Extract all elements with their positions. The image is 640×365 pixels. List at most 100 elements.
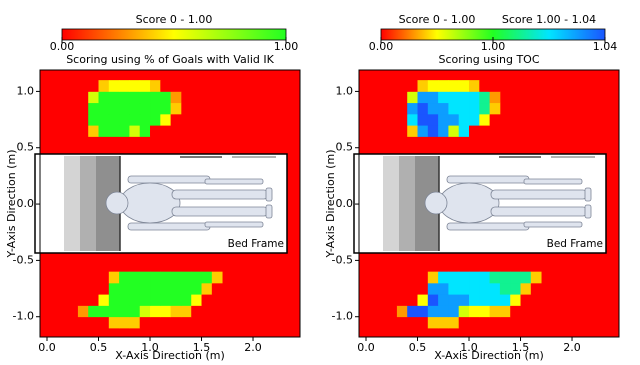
heat-cell [397,103,408,115]
heat-cell [407,125,418,137]
colorbar-title: Score 1.00 - 1.04 [502,13,596,26]
heat-cell [202,317,213,329]
heat-cell [397,283,408,295]
heat-cell [78,103,89,115]
colorbar [62,29,286,40]
heat-cell [469,305,480,317]
heat-cell [171,103,182,115]
heat-cell [407,272,418,284]
heat-cell [140,80,151,92]
heat-cell [150,91,161,103]
heat-cell [438,294,449,306]
heat-cell [500,294,511,306]
y-tick-label: 1.0 [17,84,35,97]
heat-cell [171,91,182,103]
colorbar-tick-label: 0.00 [369,40,394,53]
heat-cell [479,103,490,115]
heat-cell [150,272,161,284]
heat-cell [490,305,501,317]
heat-cell [418,91,429,103]
heat-cell [510,305,521,317]
heat-cell [129,103,140,115]
heat-cell [191,272,202,284]
heat-cell [418,103,429,115]
heat-cell [418,283,429,295]
heat-cell [78,272,89,284]
heat-cell [438,272,449,284]
heat-cell [428,114,439,126]
plot-title: Scoring using % of Goals with Valid IK [66,53,274,66]
colorbar-tick-label: 1.04 [593,40,618,53]
x-tick-label: 2.0 [563,341,581,354]
annotation: Bed Frame [228,238,284,250]
heat-cell [171,80,182,92]
heat-cell [202,294,213,306]
heat-cell [140,91,151,103]
heat-cell [459,317,470,329]
heat-cell [490,103,501,115]
heat-cell [531,317,542,329]
heat-cell [438,125,449,137]
heat-cell [490,114,501,126]
heat-cell [109,305,120,317]
plot-title: Scoring using TOC [438,53,539,66]
heat-cell [407,103,418,115]
heat-cell [510,272,521,284]
heat-cell [531,283,542,295]
heat-cell [469,125,480,137]
heat-cell [459,283,470,295]
heat-cell [119,125,130,137]
heat-cell [459,80,470,92]
heat-cell [171,272,182,284]
heat-cell [181,317,192,329]
heat-cell [438,103,449,115]
heat-cell [500,272,511,284]
heat-cell [171,305,182,317]
heat-cell [78,114,89,126]
heat-cell [129,91,140,103]
heat-cell [129,80,140,92]
heat-cell [88,125,99,137]
heat-cell [500,305,511,317]
heat-cell [119,294,130,306]
heat-cell [160,272,171,284]
heat-cell [459,272,470,284]
heat-cell [448,283,459,295]
heat-cell [99,272,110,284]
heat-cell [397,272,408,284]
heat-cell [418,305,429,317]
heat-cell [129,283,140,295]
heat-cell [428,283,439,295]
heat-cell [160,80,171,92]
x-axis-label: X-Axis Direction (m) [434,349,544,362]
heat-cell [490,317,501,329]
heat-cell [99,80,110,92]
heat-cell [418,125,429,137]
heat-cell [129,317,140,329]
heat-cell [479,91,490,103]
heat-cell [88,272,99,284]
heat-cell [500,283,511,295]
heat-cell [119,317,130,329]
heat-cell [160,114,171,126]
heat-cell [129,305,140,317]
heat-cell [469,114,480,126]
heat-cell [99,125,110,137]
heat-cell [438,114,449,126]
heat-cell [469,103,480,115]
heat-cell [479,294,490,306]
heat-cell [428,305,439,317]
colorbar-tick-label: 0.00 [50,40,75,53]
heat-cell [119,114,130,126]
heat-cell [418,114,429,126]
heat-cell [479,125,490,137]
heat-cell [191,305,202,317]
heat-cell [531,294,542,306]
heat-cell [140,103,151,115]
heat-cell [171,317,182,329]
heat-cell [171,114,182,126]
heat-cell [160,317,171,329]
colorbar-tick-label: 1.00 [274,40,299,53]
heat-cell [521,305,532,317]
heat-cell [140,283,151,295]
